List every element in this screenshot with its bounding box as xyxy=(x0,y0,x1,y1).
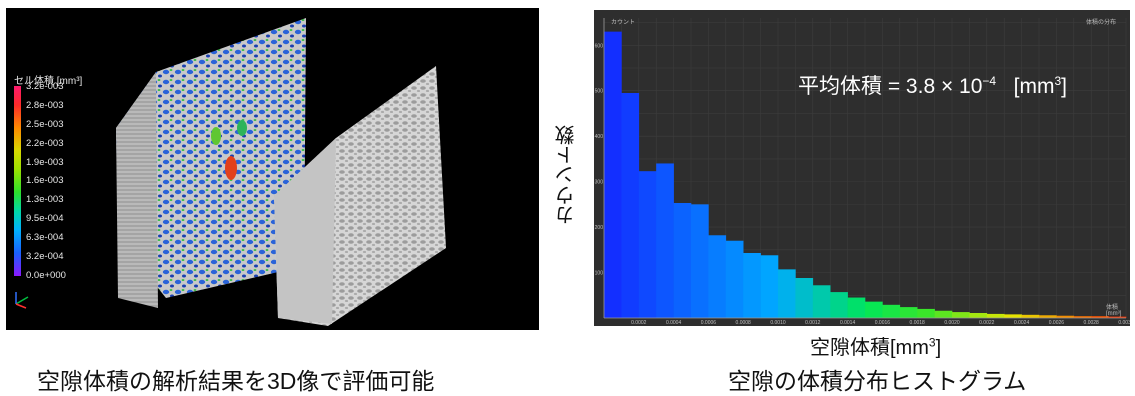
y-tick-label: 500 xyxy=(595,89,604,95)
y-tick-label: 400 xyxy=(595,134,604,140)
histogram-panel: 100 200 300 400 500 600 0.0002 0.0004 0.0006 0.00… xyxy=(594,10,1130,326)
histogram-bar xyxy=(830,292,848,318)
histogram-bar xyxy=(1056,315,1075,318)
color-scale-bar xyxy=(14,86,21,276)
histogram-bar xyxy=(778,269,796,318)
x-tick-label: 0.0020 xyxy=(944,320,960,326)
x-tick-label: 0.0006 xyxy=(701,320,717,326)
histogram-bar xyxy=(812,285,831,318)
histogram-bar xyxy=(865,301,883,318)
x-tick-label: 0.0014 xyxy=(840,320,856,326)
histogram-bar xyxy=(986,313,1005,318)
corner-label-count: カウント xyxy=(611,20,636,26)
histogram-plot: 100 200 300 400 500 600 0.0002 0.0004 0.0006 0.00… xyxy=(595,18,1130,326)
histogram-bar xyxy=(934,310,953,318)
x-axis-label: 空隙体積[mm3] xyxy=(810,331,941,360)
histogram-bar xyxy=(638,171,657,318)
x-axis-label-close: ] xyxy=(935,337,942,359)
mean-volume-exponent: −4 xyxy=(982,74,997,88)
scale-label: 9.5e-004 xyxy=(26,213,64,225)
mean-volume-label: 平均体積 = 3.8 × 10−4 [mm3] xyxy=(798,70,1067,100)
scale-label: 2.5e-003 xyxy=(26,118,64,130)
histogram-bar xyxy=(1108,316,1127,318)
volume-render-panel: セル体積 [mm³] 3.2e-003 2.8e-003 2.5e-003 2.… xyxy=(6,8,539,330)
y-tick-label: 100 xyxy=(595,271,604,277)
y-tick-label: 600 xyxy=(595,43,604,49)
histogram-bar xyxy=(952,312,970,318)
scale-label: 6.3e-004 xyxy=(26,232,64,244)
x-tick-label: 0.0028 xyxy=(1084,320,1100,326)
scale-label: 1.6e-003 xyxy=(26,175,64,187)
mean-volume-text: 平均体積 = 3.8 × 10 xyxy=(798,75,983,98)
mean-volume-unit-exponent: 3 xyxy=(1054,74,1062,88)
histogram-bar xyxy=(673,203,692,318)
left-caption: 空隙体積の解析結果を3D像で評価可能 xyxy=(37,368,435,394)
x-axis-label-text: 空隙体積[mm xyxy=(810,337,929,359)
x-tick-label: 0.0018 xyxy=(910,320,926,326)
corner-label-unit: 体積 [mm³] xyxy=(1106,305,1122,317)
mean-volume-unit-close: ] xyxy=(1061,75,1067,98)
histogram-bar xyxy=(708,235,727,318)
x-tick-label: 0.0022 xyxy=(979,320,995,326)
histogram-bar xyxy=(1004,314,1022,318)
x-tick-label: 0.0004 xyxy=(666,320,682,326)
x-tick-label: 0.0026 xyxy=(1049,320,1065,326)
histogram-bar xyxy=(917,308,935,318)
scale-label: 3.2e-003 xyxy=(26,81,64,92)
histogram-bar xyxy=(604,31,622,319)
x-tick-label: 0.0002 xyxy=(631,320,647,326)
scale-label: 1.9e-003 xyxy=(26,156,64,168)
histogram-bar xyxy=(1039,315,1057,318)
histogram-bar xyxy=(969,313,988,318)
color-scale-title: セル体積 [mm³] xyxy=(14,76,83,87)
scale-label: 2.8e-003 xyxy=(26,99,64,111)
specimen-render xyxy=(15,18,446,326)
x-tick-label: 0.0012 xyxy=(805,320,821,326)
histogram-bar xyxy=(795,278,814,318)
scale-label: 0.0e+000 xyxy=(26,269,66,281)
histogram-bar xyxy=(1091,316,1109,318)
corner-label-title: 体積の分布 xyxy=(1086,20,1117,26)
scale-label: 2.2e-003 xyxy=(26,137,64,149)
y-tick-label: 200 xyxy=(595,225,604,231)
x-tick-label: 0.0024 xyxy=(1014,320,1030,326)
histogram-bar xyxy=(847,297,866,318)
histogram-bar xyxy=(1021,314,1040,318)
mean-volume-unit: [mm xyxy=(1013,75,1055,98)
histogram-bar xyxy=(760,255,779,318)
right-caption: 空隙の体積分布ヒストグラム xyxy=(728,368,1027,394)
color-scale-labels: 3.2e-003 2.8e-003 2.5e-003 2.2e-003 1.9e… xyxy=(26,81,66,281)
histogram-bar xyxy=(691,204,709,318)
scale-label: 1.3e-003 xyxy=(26,194,64,206)
histogram-bar xyxy=(725,240,744,318)
histogram-bar xyxy=(899,307,918,318)
histogram-bar xyxy=(743,253,761,318)
histogram-bar xyxy=(882,304,901,318)
x-axis-label-exponent: 3 xyxy=(928,335,936,350)
histogram-bar xyxy=(621,93,640,318)
x-tick-label: 0.0008 xyxy=(736,320,752,326)
x-tick-label: 0.0010 xyxy=(770,320,786,326)
y-tick-label: 300 xyxy=(595,180,604,186)
histogram-bar xyxy=(656,163,674,318)
x-tick-label: 0.0016 xyxy=(875,320,891,326)
y-axis-label: カウント数 xyxy=(556,125,578,225)
scale-label: 3.2e-004 xyxy=(26,251,64,263)
histogram-bar xyxy=(1073,316,1092,318)
